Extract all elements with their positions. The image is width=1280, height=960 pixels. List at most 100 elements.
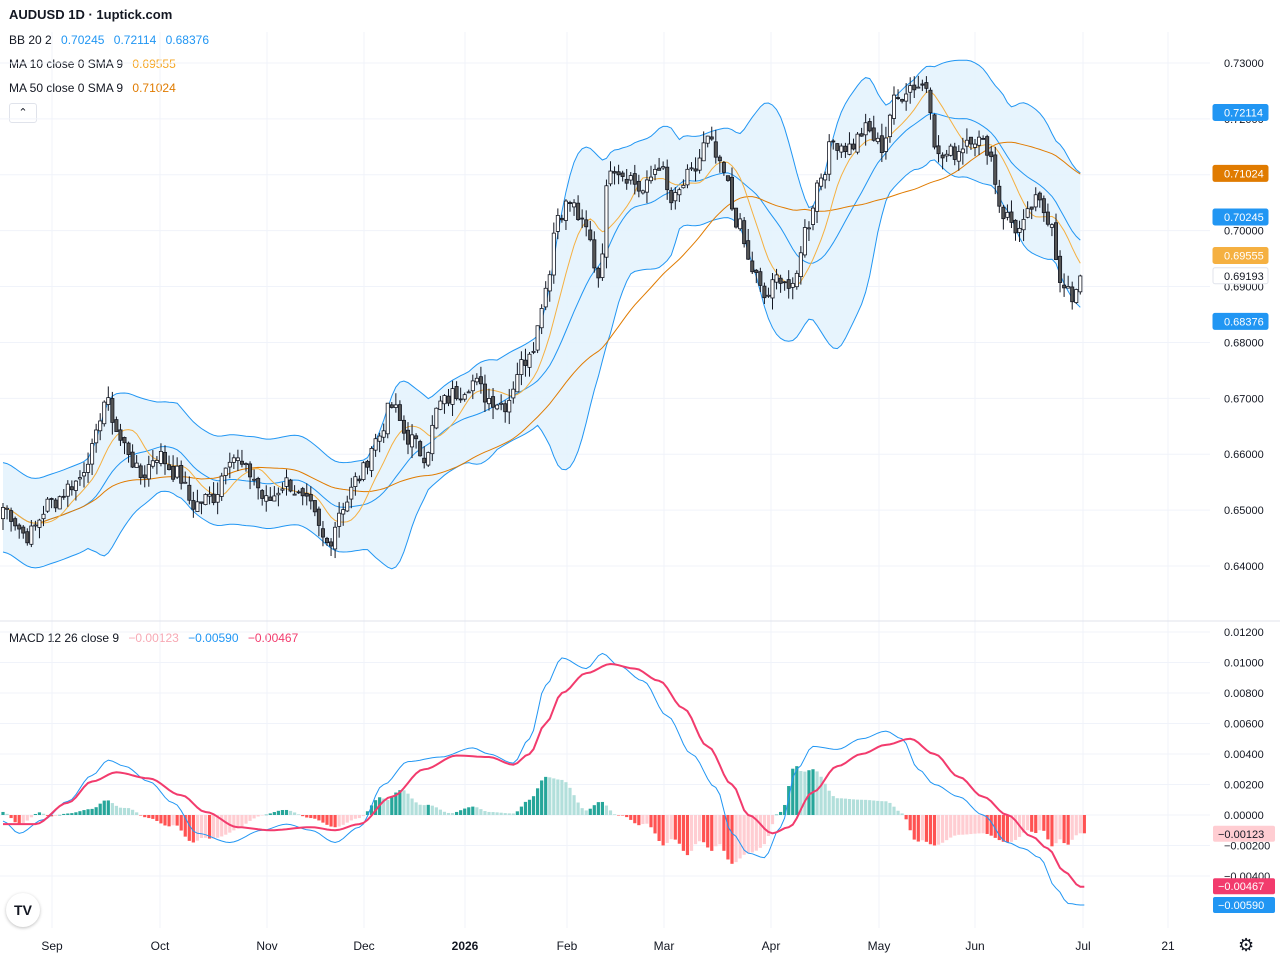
candle-body <box>778 277 783 284</box>
candle <box>657 157 662 171</box>
candle-body <box>964 139 969 147</box>
candle-body <box>989 151 994 158</box>
candle <box>1001 204 1006 230</box>
candle-body <box>235 457 240 461</box>
candle-body <box>296 491 301 494</box>
candle-body <box>357 478 362 482</box>
candle-body <box>167 464 172 470</box>
macd-histogram-bar <box>665 815 669 843</box>
candle-body <box>292 493 297 496</box>
macd-histogram-bar <box>126 808 131 815</box>
candle <box>572 199 577 216</box>
macd-histogram-bar <box>5 813 9 815</box>
candle <box>499 394 504 411</box>
macd-histogram-bar <box>224 815 228 835</box>
candle-body <box>539 308 544 329</box>
gear-icon[interactable]: ⚙ <box>1238 935 1255 955</box>
candle-body <box>762 285 767 299</box>
candle-body <box>33 524 38 527</box>
candle <box>778 274 783 293</box>
macd-histogram-bar <box>544 776 548 815</box>
candle-body <box>65 483 70 497</box>
candle-body <box>503 403 508 413</box>
candle <box>454 381 459 401</box>
collapse-legend-button[interactable]: ⌃ <box>9 103 37 123</box>
candle-body <box>13 518 18 527</box>
candle <box>264 485 269 512</box>
macd-histogram-bar <box>961 815 965 835</box>
macd-histogram-bar <box>90 808 94 815</box>
candle-body <box>738 218 743 230</box>
candle <box>782 281 787 291</box>
candle-body <box>916 86 921 89</box>
candle-body <box>195 501 200 512</box>
price-badge: 0.70245 <box>1212 208 1269 226</box>
candle <box>766 287 771 298</box>
bb-legend[interactable]: BB 20 2 0.70245 0.72114 0.68376 <box>9 33 209 47</box>
macd-histogram-bar <box>333 815 337 828</box>
macd-histogram-bar <box>191 815 195 843</box>
macd-legend[interactable]: MACD 12 26 close 9 −0.00123 −0.00590 −0.… <box>9 631 298 645</box>
candle <box>235 449 240 471</box>
candle-body <box>426 452 431 466</box>
candle <box>110 391 115 435</box>
candle-body <box>183 481 188 484</box>
candle-body <box>689 167 694 170</box>
macd-histogram-bar <box>9 815 13 819</box>
tradingview-logo[interactable]: TV <box>6 893 40 927</box>
candle-body <box>300 488 305 497</box>
candle <box>685 164 690 189</box>
macd-histogram-bar <box>718 815 722 845</box>
price-badge-bg <box>1212 164 1269 182</box>
candle <box>341 502 346 526</box>
candle-body <box>632 173 637 185</box>
candle <box>531 342 536 355</box>
macd-signal-value: −0.00467 <box>247 631 299 645</box>
macd-histogram-bar <box>912 815 916 840</box>
candle-body <box>523 359 528 366</box>
candle-body <box>806 227 811 230</box>
candle-body <box>892 94 897 119</box>
macd-histogram-bar <box>341 815 345 825</box>
macd-histogram-bar <box>179 815 183 831</box>
candle-body <box>1005 211 1010 218</box>
candle <box>709 126 714 141</box>
candle <box>203 493 208 506</box>
candle-body <box>272 495 277 502</box>
candle-body <box>260 490 265 499</box>
candle-body <box>243 463 248 466</box>
candle-body <box>588 229 593 241</box>
candle <box>191 491 196 518</box>
candle-body <box>681 184 686 189</box>
macd-tick-label: 0.01000 <box>1224 658 1264 670</box>
bb-lower-value: 0.68376 <box>165 33 210 47</box>
candle-body <box>405 429 410 445</box>
macd-histogram-bar <box>625 815 629 818</box>
macd-histogram-bar <box>1001 815 1005 842</box>
macd-histogram-bar <box>924 815 928 842</box>
candle-body <box>410 434 415 448</box>
macd-histogram-bar <box>892 806 896 815</box>
macd-histogram-bar <box>374 800 378 815</box>
candle-body <box>515 374 520 393</box>
candle <box>466 389 471 394</box>
candle <box>260 489 265 506</box>
ma50-legend[interactable]: MA 50 close 0 SMA 9 0.71024 <box>9 81 176 95</box>
candle-body <box>41 513 46 520</box>
candle-body <box>73 480 78 491</box>
macd-histogram-bar <box>297 814 301 815</box>
macd-histogram-bar <box>531 796 536 815</box>
macd-histogram-bar <box>410 798 414 815</box>
candle-body <box>657 167 662 171</box>
macd-histogram-bar <box>799 771 803 815</box>
candle <box>798 246 803 285</box>
candle <box>158 443 163 467</box>
macd-histogram-bar <box>122 807 127 815</box>
candle-body <box>158 450 163 464</box>
candle <box>1078 274 1083 295</box>
candle <box>337 502 342 538</box>
ma10-legend[interactable]: MA 10 close 0 SMA 9 0.69555 <box>9 57 176 71</box>
macd-histogram-bar <box>847 798 852 815</box>
candle <box>1049 223 1054 237</box>
